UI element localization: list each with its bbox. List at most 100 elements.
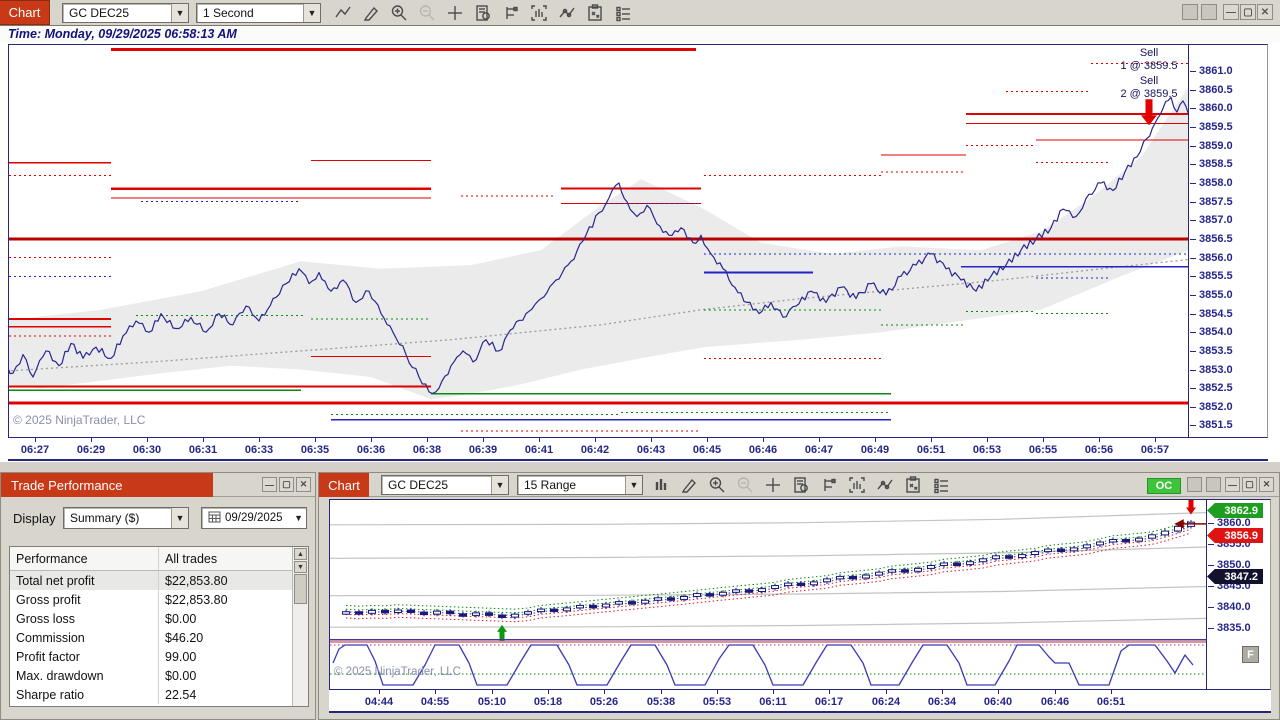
x-axis-tick: [259, 438, 260, 442]
toolbar-button[interactable]: [1187, 477, 1202, 492]
main-price-chart[interactable]: [9, 45, 1188, 437]
bar-type-icon[interactable]: [527, 3, 551, 23]
minimize-icon[interactable]: —: [1223, 4, 1239, 20]
price-tag: 3856.9: [1207, 528, 1263, 543]
trade-performance-titlebar[interactable]: Trade Performance — ▢ ✕: [1, 473, 315, 497]
chevron-down-icon[interactable]: ▼: [171, 508, 188, 528]
chevron-down-icon[interactable]: ▼: [294, 513, 303, 523]
properties-icon[interactable]: [611, 3, 635, 23]
restore-icon[interactable]: ▢: [279, 477, 294, 492]
x-axis-tick: [829, 690, 830, 694]
data-box-icon[interactable]: [471, 3, 495, 23]
x-axis-tick: [773, 690, 774, 694]
oc-badge[interactable]: OC: [1147, 478, 1181, 494]
toolbar-button[interactable]: [1206, 477, 1221, 492]
column-header-all-trades[interactable]: All trades: [158, 547, 288, 570]
indicators-icon[interactable]: [555, 3, 579, 23]
interval-select[interactable]: 15 Range ▼: [517, 475, 643, 495]
scroll-down-icon[interactable]: ▼: [294, 561, 307, 573]
pencil-icon[interactable]: [677, 475, 701, 495]
display-select[interactable]: Summary ($) ▼: [63, 507, 189, 529]
chart-tab[interactable]: Chart: [319, 473, 369, 497]
row-label: Commission: [16, 630, 85, 645]
toolbar-button[interactable]: [1201, 4, 1217, 20]
scroll-up-icon[interactable]: ▲: [294, 548, 307, 560]
scrollbar-thumb[interactable]: [294, 574, 307, 604]
bottom-chart-plot[interactable]: © 2025 NinjaTrader, LLC: [329, 498, 1207, 690]
zoom-in-icon[interactable]: [705, 475, 729, 495]
range-chart[interactable]: [329, 498, 1207, 689]
table-scrollbar[interactable]: ▲ ▼: [292, 547, 308, 706]
instrument-select[interactable]: GC DEC25 ▼: [381, 475, 509, 495]
f-button[interactable]: F: [1242, 646, 1259, 663]
y-axis-label: 3859.5: [1190, 121, 1233, 133]
bottom-price-axis[interactable]: 3860.0 3855.0 3850.0 3845.0 3840.0 3835.0 3862…: [1207, 499, 1271, 690]
x-axis-label: 06:31: [188, 444, 218, 456]
restore-icon[interactable]: ▢: [1242, 477, 1257, 492]
close-icon[interactable]: ✕: [296, 477, 311, 492]
strategies-icon[interactable]: [583, 3, 607, 23]
close-icon[interactable]: ✕: [1257, 4, 1273, 20]
order-entry-icon[interactable]: [499, 3, 523, 23]
bottom-time-axis[interactable]: 04:44 04:55 05:10 05:18 05:26 05:38 05:53 06:11…: [329, 690, 1271, 713]
bar-chart-icon[interactable]: [649, 475, 673, 495]
instrument-select[interactable]: GC DEC25 ▼: [62, 3, 189, 23]
y-axis-label: 3858.0: [1190, 177, 1233, 189]
chevron-down-icon[interactable]: ▼: [171, 4, 188, 22]
trendline-icon[interactable]: [331, 3, 355, 23]
x-axis-label: 06:56: [1084, 444, 1114, 456]
table-row: Gross profit $22,853.80: [10, 590, 293, 609]
trade-performance-window: Trade Performance — ▢ ✕ Display Summary …: [0, 472, 316, 720]
minimize-icon[interactable]: —: [262, 477, 277, 492]
indicators-icon[interactable]: [873, 475, 897, 495]
chart-tab[interactable]: Chart: [0, 0, 50, 25]
row-label: Sharpe ratio: [16, 687, 85, 702]
close-icon[interactable]: ✕: [1259, 477, 1274, 492]
chevron-down-icon[interactable]: ▼: [491, 476, 508, 494]
strategies-icon[interactable]: [901, 475, 925, 495]
x-axis-label: 04:55: [420, 696, 450, 708]
x-axis-tick: [539, 438, 540, 442]
minimize-icon[interactable]: —: [1225, 477, 1240, 492]
bottom-chart-window: Chart GC DEC25 ▼ 15 Range ▼ OC —: [318, 472, 1280, 720]
table-row: Profit factor 99.00: [10, 647, 293, 666]
y-axis-label: 3855.0: [1190, 289, 1233, 301]
table-row: Total net profit $22,853.80: [10, 571, 293, 590]
toolbar-button[interactable]: [1182, 4, 1198, 20]
date-picker[interactable]: 09/29/2025 ▼: [201, 507, 307, 529]
x-axis-label: 06:51: [916, 444, 946, 456]
y-axis-label: 3840.0: [1208, 601, 1251, 613]
data-box-icon[interactable]: [789, 475, 813, 495]
x-axis-label: 06:36: [356, 444, 386, 456]
x-axis-tick: [1155, 438, 1156, 442]
main-price-axis[interactable]: 3861.0 3860.5 3860.0 3859.5 3859.0 3858.5 3858…: [1189, 44, 1268, 438]
y-axis-label: 3858.5: [1190, 158, 1233, 170]
x-axis-tick: [1043, 438, 1044, 442]
bar-type-icon[interactable]: [845, 475, 869, 495]
restore-icon[interactable]: ▢: [1240, 4, 1256, 20]
main-time-axis[interactable]: 06:27 06:29 06:30 06:31 06:33 06:35 06:36 06:38…: [8, 438, 1268, 461]
chevron-down-icon[interactable]: ▼: [303, 4, 320, 22]
column-header-performance[interactable]: Performance: [16, 551, 88, 566]
crosshair-icon[interactable]: [761, 475, 785, 495]
zoom-in-icon[interactable]: [387, 3, 411, 23]
bottom-chart-toolbar[interactable]: Chart GC DEC25 ▼ 15 Range ▼ OC —: [319, 473, 1279, 497]
x-axis-tick: [427, 438, 428, 442]
row-value: $46.20: [158, 628, 288, 647]
main-chart-plot[interactable]: Sell 1 @ 3859.5 Sell 2 @ 3859.5 © 2025 Nin…: [8, 44, 1189, 438]
x-axis-label: 06:53: [972, 444, 1002, 456]
pencil-icon[interactable]: [359, 3, 383, 23]
x-axis-label: 06:33: [244, 444, 274, 456]
x-axis-tick: [717, 690, 718, 694]
order-entry-icon[interactable]: [817, 475, 841, 495]
interval-select[interactable]: 1 Second ▼: [196, 3, 321, 23]
crosshair-icon[interactable]: [443, 3, 467, 23]
y-axis-label: 3856.5: [1190, 233, 1233, 245]
x-axis-label: 06:46: [1040, 696, 1070, 708]
chevron-down-icon[interactable]: ▼: [625, 476, 642, 494]
y-axis-label: 3857.0: [1190, 214, 1233, 226]
properties-icon[interactable]: [929, 475, 953, 495]
table-row: Gross loss $0.00: [10, 609, 293, 628]
x-axis-label: 06:49: [860, 444, 890, 456]
